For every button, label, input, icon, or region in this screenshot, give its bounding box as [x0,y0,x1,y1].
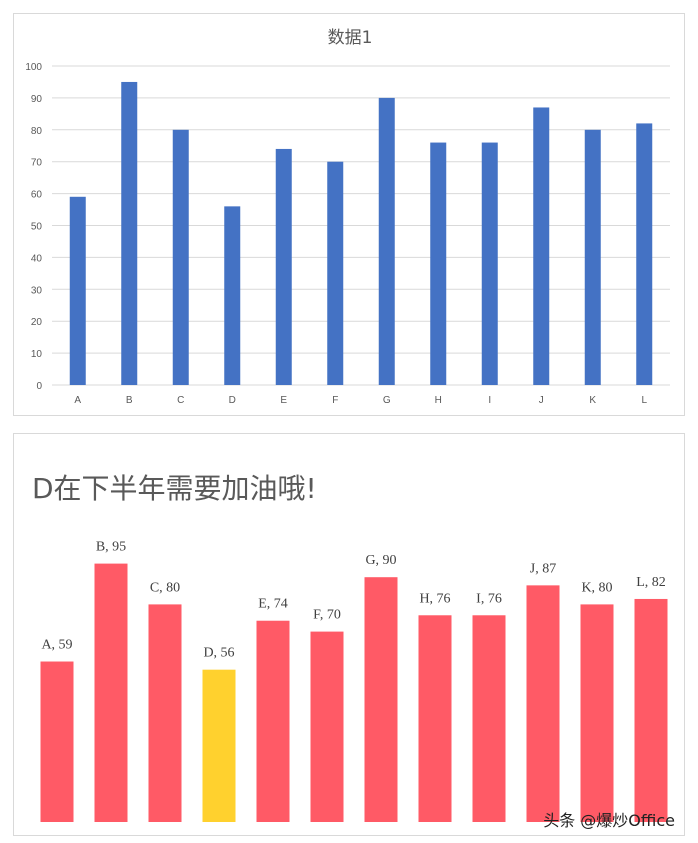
x-tick-label: I [488,395,491,406]
chart-1-x-ticks: A B C D E F G H I J K L [74,395,647,406]
bar [172,129,189,385]
bar [472,615,506,822]
bar [636,123,653,386]
data-label: K, 80 [581,580,612,595]
x-tick-label: J [539,395,544,406]
bar [69,196,86,385]
bar [275,148,292,385]
data-label: C, 80 [150,580,180,595]
chart-panel-2: D在下半年需要加油哦! A, 59 B, 95 C, 80 D, 56 E, 74 F, … [13,433,685,836]
y-tick-label: 0 [36,381,42,392]
chart-2-bars [40,563,668,822]
bar [580,604,614,822]
bar [634,598,668,822]
chart-1-gridlines [52,65,670,386]
bar [40,661,74,822]
chart-2-title: D在下半年需要加油哦! [32,472,317,505]
bar [430,142,447,385]
chart-2-data-labels: A, 59 B, 95 C, 80 D, 56 E, 74 F, 70 G, 90 H, 76… [41,540,665,661]
data-label: A, 59 [41,638,72,653]
y-tick-label: 90 [31,94,43,105]
x-tick-label: E [280,395,287,406]
bar [148,604,182,822]
bar [481,142,498,385]
data-label: H, 76 [419,591,450,606]
y-tick-label: 30 [31,285,43,296]
y-tick-label: 100 [25,62,42,73]
bar [224,206,241,385]
bar [378,97,395,386]
bar [310,631,344,822]
bar [364,577,398,822]
bar [418,615,452,822]
bar [202,669,236,822]
bar [327,161,344,385]
x-tick-label: H [435,395,442,406]
bar [584,129,601,385]
data-label: L, 82 [636,575,666,590]
x-tick-label: K [589,395,596,406]
data-label: J, 87 [530,561,556,576]
bar [533,107,550,385]
y-tick-label: 50 [31,222,43,233]
chart-2-svg: D在下半年需要加油哦! A, 59 B, 95 C, 80 D, 56 E, 74 F, … [32,472,675,830]
data-label: I, 76 [476,591,502,606]
chart-1-title: 数据1 [328,28,373,48]
bar [256,620,290,822]
data-label: B, 95 [96,540,126,555]
x-tick-label: C [177,395,184,406]
chart-panel-1: 数据1 0 10 20 30 40 50 60 70 80 90 100 A B C D E F G H I J K L [13,13,685,416]
data-label: G, 90 [365,553,396,568]
y-tick-label: 20 [31,317,43,328]
x-tick-label: G [383,395,391,406]
bar [94,563,128,822]
y-tick-label: 70 [31,158,43,169]
chart-1-y-ticks: 0 10 20 30 40 50 60 70 80 90 100 [25,62,42,392]
x-tick-label: D [229,395,236,406]
bar [121,81,138,385]
watermark: 头条 @爆炒Office [543,811,675,830]
y-tick-label: 60 [31,190,43,201]
y-tick-label: 10 [31,349,43,360]
y-tick-label: 40 [31,253,43,264]
x-tick-label: A [74,395,81,406]
chart-1-bars [69,81,653,386]
data-label: D, 56 [203,646,234,661]
data-label: F, 70 [313,608,341,623]
x-tick-label: B [126,395,133,406]
chart-1-svg: 数据1 0 10 20 30 40 50 60 70 80 90 100 A B C D E F G H I J K L [25,28,670,406]
x-tick-label: L [641,395,647,406]
data-label: E, 74 [258,597,288,612]
y-tick-label: 80 [31,126,43,137]
bar [526,585,560,822]
x-tick-label: F [332,395,338,406]
